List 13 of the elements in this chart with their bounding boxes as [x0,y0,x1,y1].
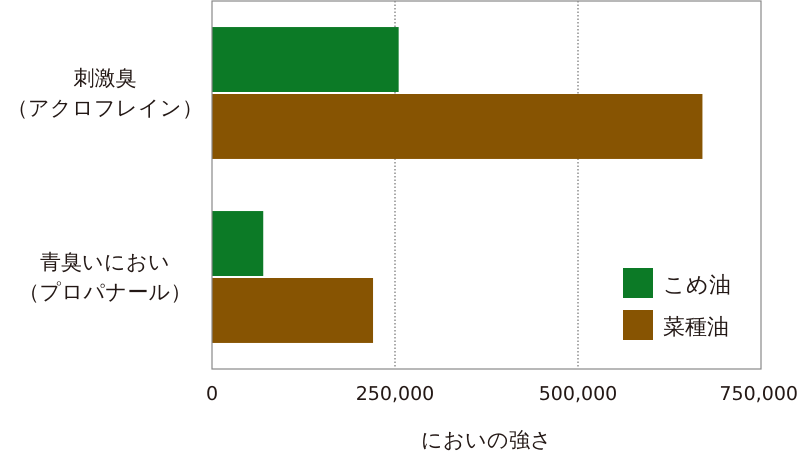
bar [212,211,264,276]
x-tick-label: 0 [206,383,218,405]
legend-label: 菜種油 [663,315,729,340]
y-tick-label: 青臭いにおい（プロパナール） [18,250,192,304]
x-tick-label: 250,000 [356,383,434,405]
x-tick-label: 500,000 [538,383,618,405]
legend-label: こめ油 [663,273,731,298]
x-axis-title: においの強さ [421,428,552,452]
y-tick-label: 刺激臭（アクロフレイン） [7,66,203,120]
bar [212,27,399,92]
bar [212,94,702,159]
x-tick-label: 750,000 [719,383,798,405]
bar [212,278,374,343]
